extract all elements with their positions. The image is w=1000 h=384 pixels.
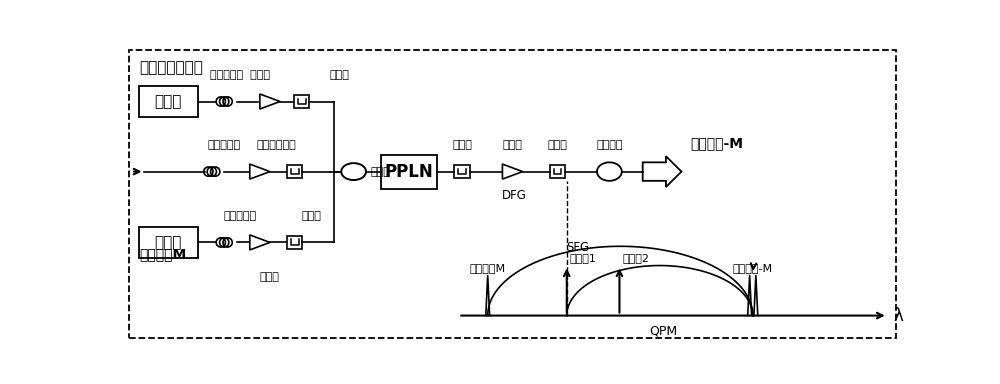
Text: 滤波器: 滤波器 bbox=[330, 70, 350, 80]
FancyBboxPatch shape bbox=[381, 155, 437, 189]
Text: 偏振控制器  放大器: 偏振控制器 放大器 bbox=[210, 70, 270, 80]
Text: 泵浦光: 泵浦光 bbox=[155, 235, 182, 250]
Text: 偏振控制器: 偏振控制器 bbox=[223, 211, 256, 221]
Text: 输入信号M: 输入信号M bbox=[470, 263, 506, 273]
Text: 滤波器: 滤波器 bbox=[452, 140, 472, 150]
Text: 放大器: 放大器 bbox=[503, 140, 522, 150]
FancyBboxPatch shape bbox=[129, 50, 896, 338]
FancyBboxPatch shape bbox=[550, 165, 565, 178]
Text: QPM: QPM bbox=[649, 325, 677, 338]
Text: λ: λ bbox=[894, 306, 904, 324]
Text: 泵浦光: 泵浦光 bbox=[155, 94, 182, 109]
FancyBboxPatch shape bbox=[287, 236, 302, 249]
FancyBboxPatch shape bbox=[287, 165, 302, 178]
FancyBboxPatch shape bbox=[139, 227, 198, 258]
FancyBboxPatch shape bbox=[294, 95, 309, 108]
Text: DFG: DFG bbox=[502, 189, 526, 202]
Text: PPLN: PPLN bbox=[384, 162, 433, 180]
Text: 泵浦光2: 泵浦光2 bbox=[623, 253, 650, 263]
FancyBboxPatch shape bbox=[139, 86, 198, 117]
Text: 泵浦光1: 泵浦光1 bbox=[570, 253, 597, 263]
Text: 滤波器: 滤波器 bbox=[548, 140, 567, 150]
Text: SFG: SFG bbox=[566, 241, 589, 254]
FancyBboxPatch shape bbox=[454, 165, 470, 178]
Text: 偏振控制器: 偏振控制器 bbox=[208, 140, 241, 150]
Text: 放大器滤波器: 放大器滤波器 bbox=[256, 140, 296, 150]
Text: 耦合器: 耦合器 bbox=[371, 167, 391, 177]
Text: 光延时线: 光延时线 bbox=[596, 140, 623, 150]
Text: 输出信号-M: 输出信号-M bbox=[733, 263, 773, 273]
Text: 输入信号M: 输入信号M bbox=[139, 248, 186, 262]
Text: 信号共轭模块：: 信号共轭模块： bbox=[139, 60, 203, 75]
Text: 输出信号-M: 输出信号-M bbox=[691, 136, 744, 150]
Text: 放大器: 放大器 bbox=[260, 272, 280, 282]
Text: 滤波器: 滤波器 bbox=[302, 211, 322, 221]
